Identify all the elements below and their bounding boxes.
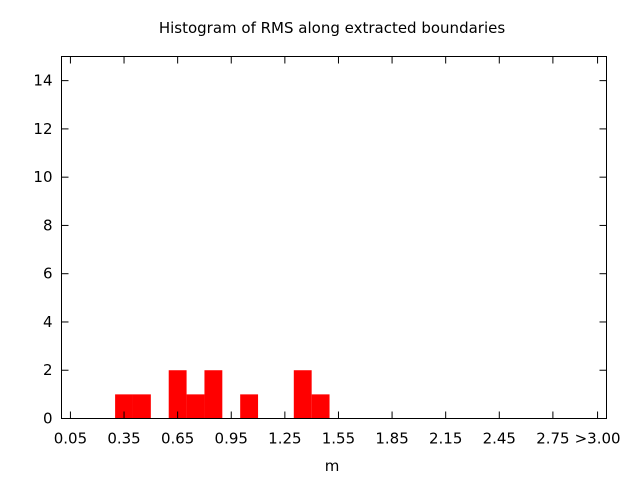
x-tick-label: 2.75 bbox=[536, 430, 569, 448]
y-tick-label: 14 bbox=[33, 72, 52, 90]
y-tick-label: 12 bbox=[33, 120, 52, 138]
x-tick-label: 2.15 bbox=[429, 430, 462, 448]
histogram-bar bbox=[168, 370, 187, 419]
bars-group bbox=[115, 370, 330, 419]
histogram-bar bbox=[240, 394, 259, 419]
chart-title: Histogram of RMS along extracted boundar… bbox=[159, 19, 506, 37]
x-tick-label: 2.45 bbox=[483, 430, 516, 448]
x-tick-label: 0.65 bbox=[161, 430, 194, 448]
y-tick-label: 6 bbox=[43, 265, 53, 283]
histogram-bar bbox=[311, 394, 330, 419]
x-tick-label: 1.85 bbox=[375, 430, 408, 448]
histogram-bar bbox=[115, 394, 133, 419]
histogram-bar bbox=[186, 394, 205, 419]
y-tick-label: 8 bbox=[43, 216, 53, 234]
y-tick-label: 0 bbox=[43, 410, 53, 428]
y-tick-label: 4 bbox=[43, 313, 53, 331]
x-tick-label: 0.35 bbox=[107, 430, 140, 448]
y-tick-label: 2 bbox=[43, 361, 53, 379]
x-tick-label: 0.05 bbox=[54, 430, 87, 448]
y-axis-ticks: 0 2 4 6 8 10 12 14 bbox=[33, 72, 607, 428]
x-tick-label: >3.00 bbox=[575, 430, 621, 448]
x-tick-label: 0.95 bbox=[215, 430, 248, 448]
histogram-bar bbox=[132, 394, 151, 419]
histogram-bar bbox=[293, 370, 312, 419]
y-tick-label: 10 bbox=[33, 168, 52, 186]
plot-frame bbox=[61, 56, 607, 419]
x-tick-label: 1.25 bbox=[268, 430, 301, 448]
x-axis-ticks: 0.05 0.35 0.65 0.95 1.25 1.55 1.85 2.15 2.45 2.75… bbox=[54, 56, 621, 448]
histogram-bar bbox=[204, 370, 223, 419]
x-axis-label: m bbox=[325, 457, 340, 475]
x-tick-label: 1.55 bbox=[322, 430, 355, 448]
